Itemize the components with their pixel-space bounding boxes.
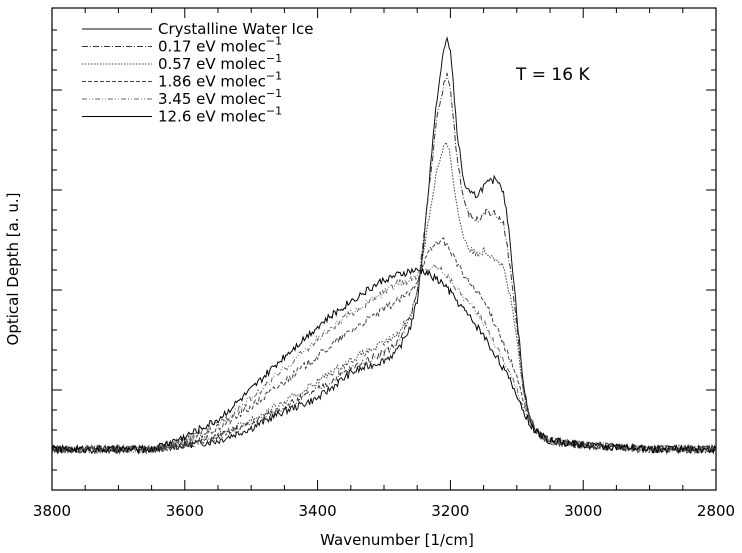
- series-line-2: [51, 72, 717, 455]
- x-tick-label: 3000: [564, 502, 602, 520]
- legend-label-1: Crystalline Water Ice: [158, 20, 313, 38]
- legend-label-text: 1.86 eV molec: [158, 73, 266, 91]
- legend-label-superscript: −1: [266, 52, 282, 65]
- y-axis-label: Optical Depth [a. u.]: [4, 193, 22, 346]
- legend-label-text: 0.57 eV molec: [158, 55, 266, 73]
- legend-label-2: 0.17 eV molec−1: [158, 35, 282, 56]
- legend-label-text: 3.45 eV molec: [158, 90, 266, 108]
- x-tick-label: 3400: [299, 502, 337, 520]
- legend-label-superscript: −1: [266, 87, 282, 100]
- y-axis-ticks: [52, 29, 716, 471]
- legend-label-4: 1.86 eV molec−1: [158, 70, 282, 91]
- temperature-annotation: T = 16 K: [515, 65, 590, 85]
- series-line-1: [51, 36, 717, 455]
- legend-label-text: 12.6 eV molec: [158, 108, 266, 126]
- legend-label-3: 0.57 eV molec−1: [158, 52, 282, 73]
- x-tick-label: 3200: [431, 502, 469, 520]
- legend-label-text: Crystalline Water Ice: [158, 20, 313, 38]
- plot-border: [51, 7, 717, 491]
- x-tick-label: 3800: [33, 502, 71, 520]
- series-line-6: [51, 267, 717, 455]
- x-tick-label: 2800: [697, 502, 735, 520]
- legend-label-superscript: −1: [266, 105, 282, 118]
- legend-label-6: 12.6 eV molec−1: [158, 105, 282, 126]
- legend-label-superscript: −1: [266, 35, 282, 48]
- legend-label-text: 0.17 eV molec: [158, 38, 266, 56]
- series-line-5: [51, 264, 717, 455]
- x-axis-ticks: 3800 3600 3400 3200 3000 2800: [33, 8, 735, 520]
- series-line-3: [51, 141, 717, 456]
- plot-frame: [51, 7, 717, 491]
- legend-label-5: 3.45 eV molec−1: [158, 87, 282, 108]
- legend-label-superscript: −1: [266, 70, 282, 83]
- series-layer: [51, 36, 717, 456]
- x-tick-label: 3600: [166, 502, 204, 520]
- x-axis-label: Wavenumber [1/cm]: [320, 531, 474, 549]
